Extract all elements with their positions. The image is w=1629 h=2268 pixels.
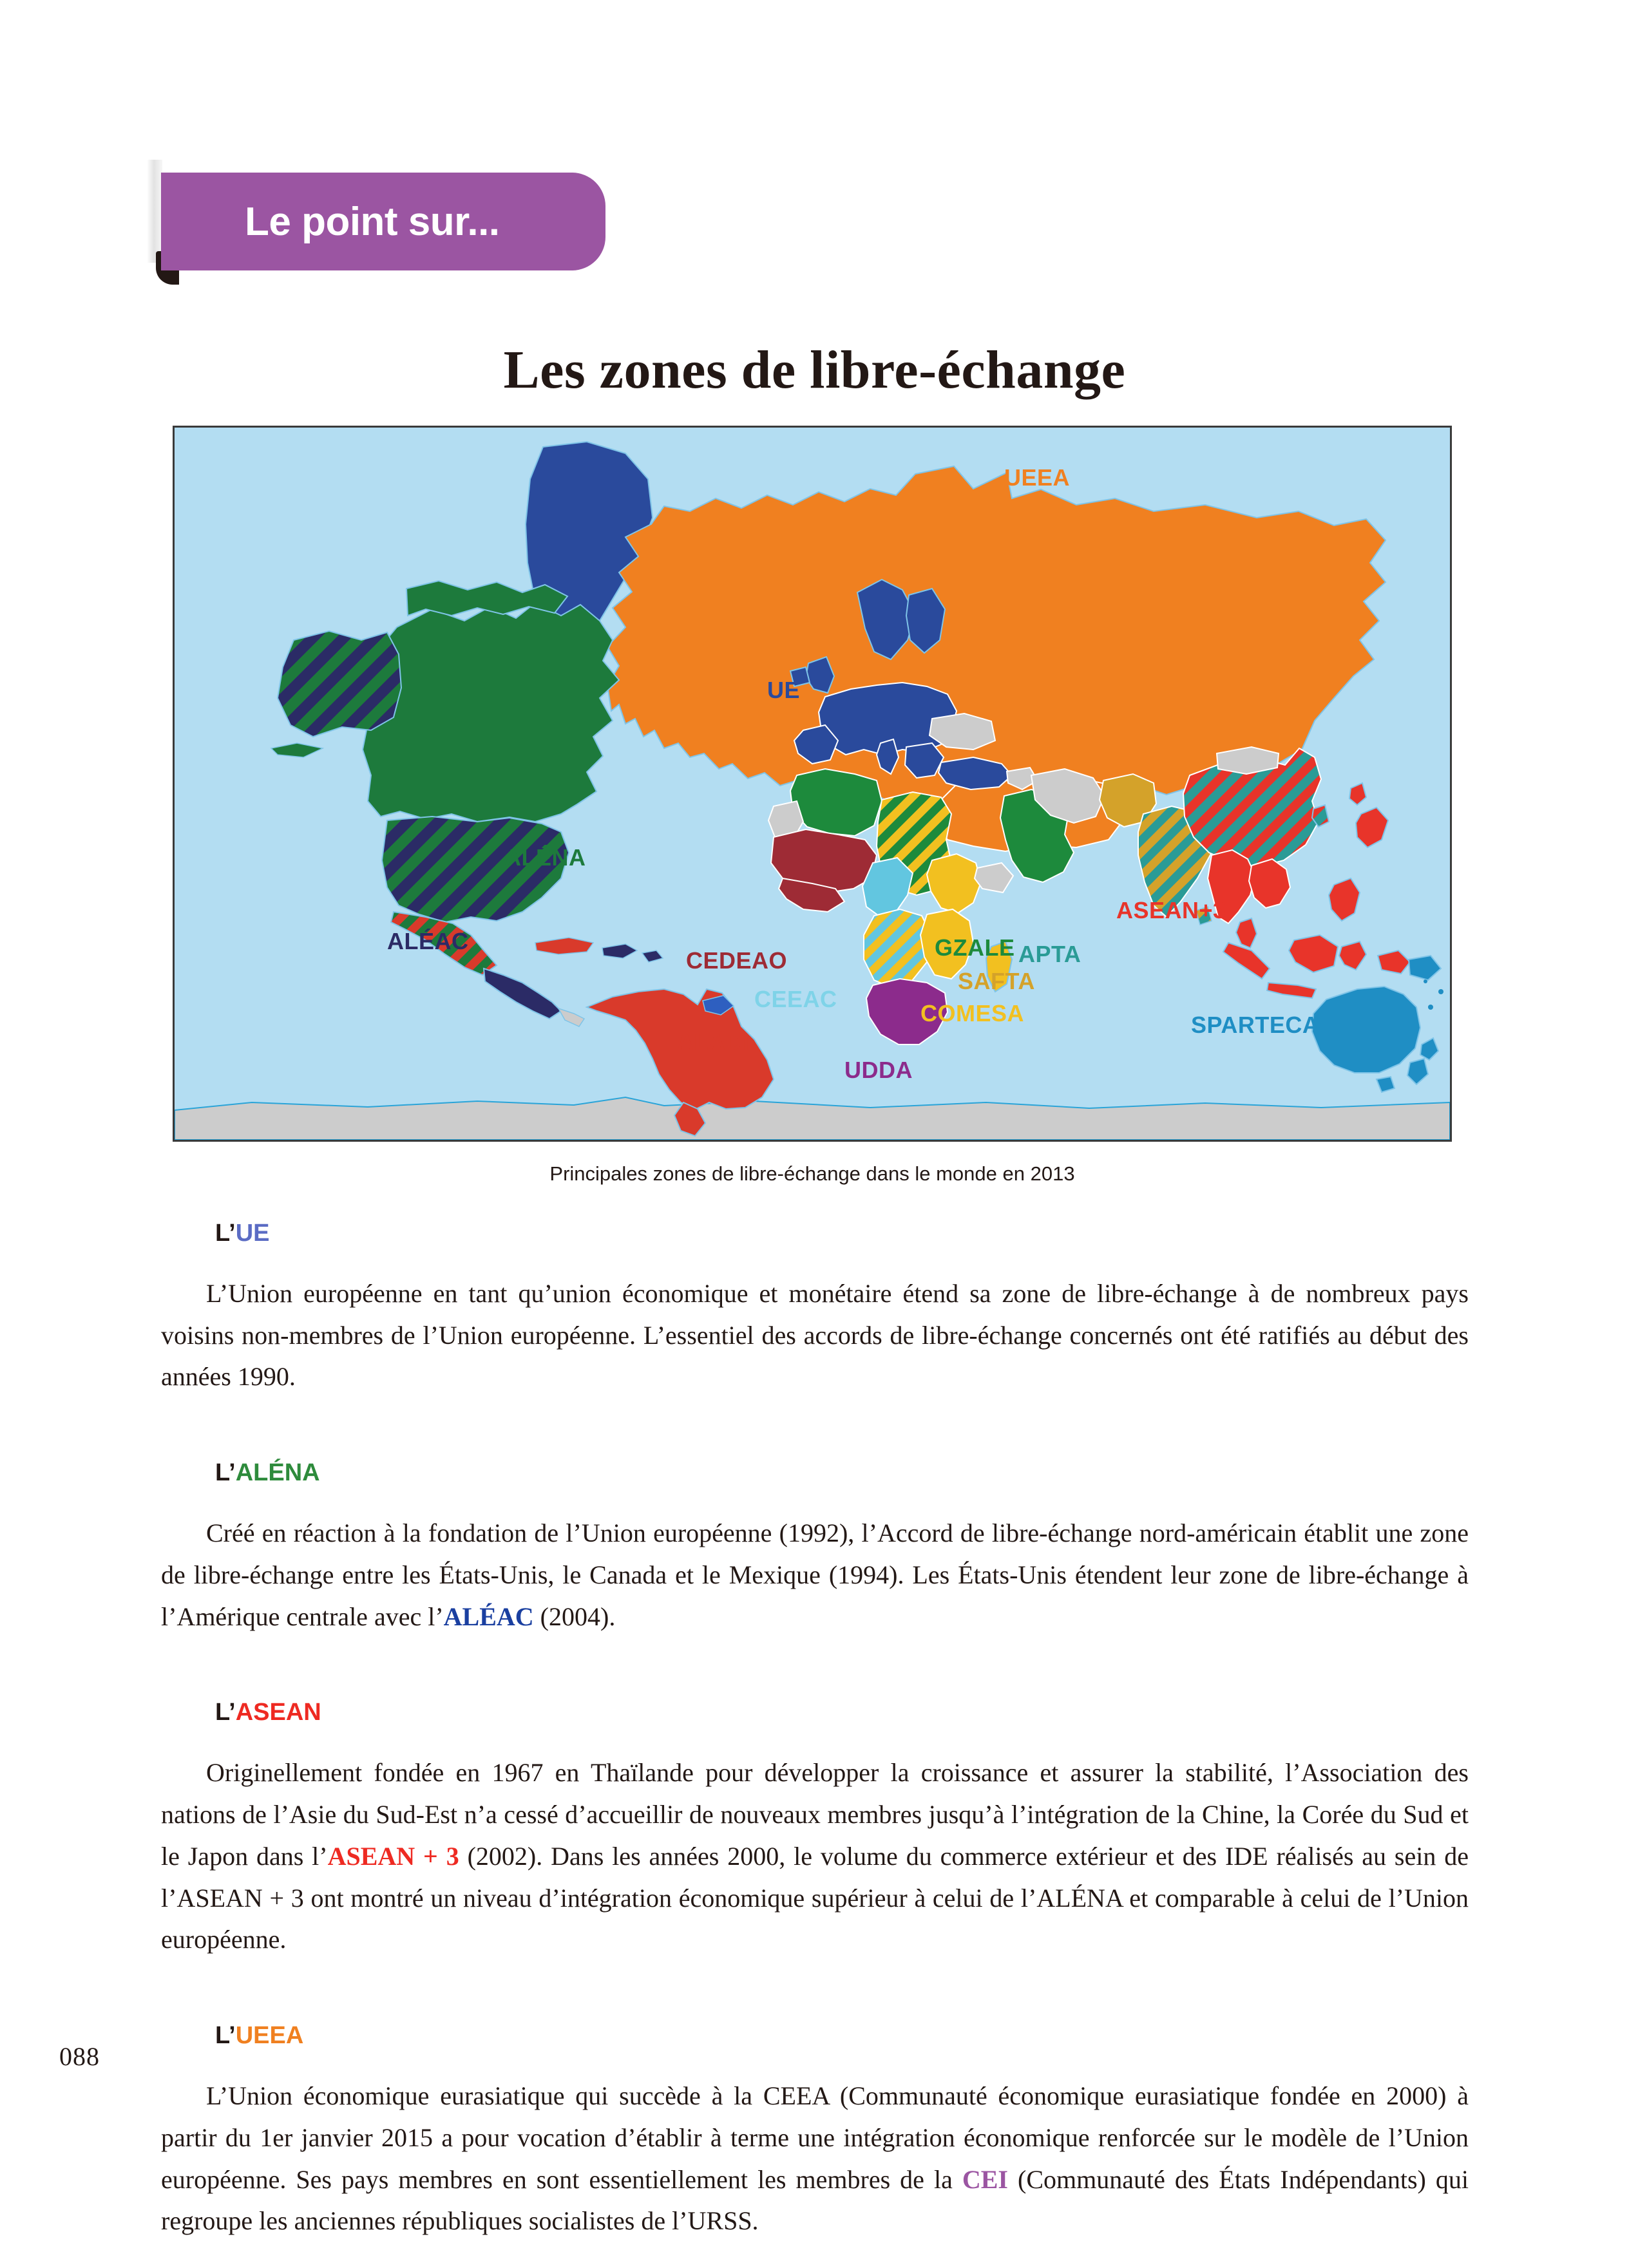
- map-label-ceeac: CEEAC: [754, 986, 837, 1012]
- map-label-gzale: GZALE: [935, 934, 1015, 961]
- tab-label: Le point sur...: [245, 199, 500, 244]
- section-gap: [161, 1987, 1469, 2023]
- map-label-ue: UE: [767, 677, 800, 703]
- map-frame: UEEA UE ALÉNA ALÉAC CEDEAO ALADI CEEAC U…: [173, 426, 1452, 1142]
- heading-prefix-ue: L’: [215, 1220, 236, 1247]
- map-label-alena: ALÉNA: [504, 844, 586, 871]
- section-gap: [161, 1424, 1469, 1460]
- heading-acronym-ue: UE: [235, 1220, 270, 1247]
- paragraph-part-1: L’Union économique eurasiatique qui succ…: [161, 2081, 1469, 2194]
- section-ueea: L’UEEA L’Union économique eurasiatique q…: [161, 2022, 1469, 2242]
- paragraph-part-2: (2002). Dans les années 2000, le volume …: [161, 1841, 1469, 1954]
- section-tab: Le point sur...: [147, 160, 605, 285]
- map-label-ueea: UEEA: [1004, 464, 1070, 491]
- section-alena: L’ALÉNA Créé en réaction à la fondation …: [161, 1459, 1469, 1638]
- section-ue: L’UE L’Union européenne en tant qu’union…: [161, 1220, 1469, 1398]
- heading-acronym-alena: ALÉNA: [235, 1459, 320, 1487]
- paragraph-part-2: (2004).: [533, 1602, 616, 1631]
- tab-pill: Le point sur...: [161, 173, 605, 270]
- map-label-sparteca: SPARTECA: [1191, 1012, 1319, 1038]
- map-caption: Principales zones de libre-échange dans …: [549, 1162, 1075, 1185]
- heading-acronym-ueea: UEEA: [235, 2022, 304, 2050]
- heading-prefix-alena: L’: [215, 1459, 236, 1487]
- keyword-aleac: ALÉAC: [443, 1602, 534, 1631]
- section-heading-alena: L’ALÉNA: [215, 1459, 1469, 1487]
- section-gap: [161, 1663, 1469, 1699]
- map-label-comesa: COMESA: [920, 1000, 1024, 1026]
- section-heading-ue: L’UE: [215, 1220, 1469, 1247]
- heading-acronym-asean: ASEAN: [235, 1699, 321, 1726]
- map-label-apta: APTA: [1018, 941, 1081, 967]
- paragraph-part-1: Originellement fondée en 1967 en Thaïlan…: [161, 1758, 1469, 1871]
- section-paragraph-ue: L’Union européenne en tant qu’union écon…: [161, 1278, 1469, 1392]
- section-paragraph-ueea: L’Union économique eurasiatique qui succ…: [161, 2075, 1469, 2242]
- keyword-cei: CEI: [962, 2164, 1008, 2194]
- section-paragraph-asean: Originellement fondée en 1967 en Thaïlan…: [161, 1752, 1469, 1961]
- keyword-asean-plus-3: ASEAN + 3: [327, 1841, 459, 1871]
- map-label-cedeao: CEDEAO: [686, 947, 787, 974]
- heading-prefix-ueea: L’: [215, 2022, 236, 2050]
- map-label-asean3: ASEAN+3: [1116, 897, 1226, 923]
- heading-prefix-asean: L’: [215, 1699, 236, 1726]
- world-map: UEEA UE ALÉNA ALÉAC CEDEAO ALADI CEEAC U…: [175, 428, 1450, 1140]
- tab-spine-shadow: [147, 160, 162, 263]
- article-body: L’UE L’Union européenne en tant qu’union…: [161, 1220, 1469, 2268]
- map-label-aleac: ALÉAC: [387, 928, 469, 954]
- map-figure: UEEA UE ALÉNA ALÉAC CEDEAO ALADI CEEAC U…: [173, 426, 1452, 1142]
- map-label-aladi: ALADI: [677, 1028, 750, 1055]
- section-asean: L’ASEAN Originellement fondée en 1967 en…: [161, 1699, 1469, 1961]
- section-heading-ueea: L’UEEA: [215, 2022, 1469, 2050]
- section-paragraph-alena: Créé en réaction à la fondation de l’Uni…: [161, 1513, 1469, 1638]
- map-label-udda: UDDA: [844, 1057, 913, 1083]
- page-number: 088: [59, 2042, 100, 2071]
- paragraph-part-1: Créé en réaction à la fondation de l’Uni…: [161, 1518, 1469, 1631]
- section-heading-asean: L’ASEAN: [215, 1699, 1469, 1726]
- map-label-safta: SAFTA: [958, 968, 1035, 994]
- page-title: Les zones de libre-échange: [503, 340, 1126, 401]
